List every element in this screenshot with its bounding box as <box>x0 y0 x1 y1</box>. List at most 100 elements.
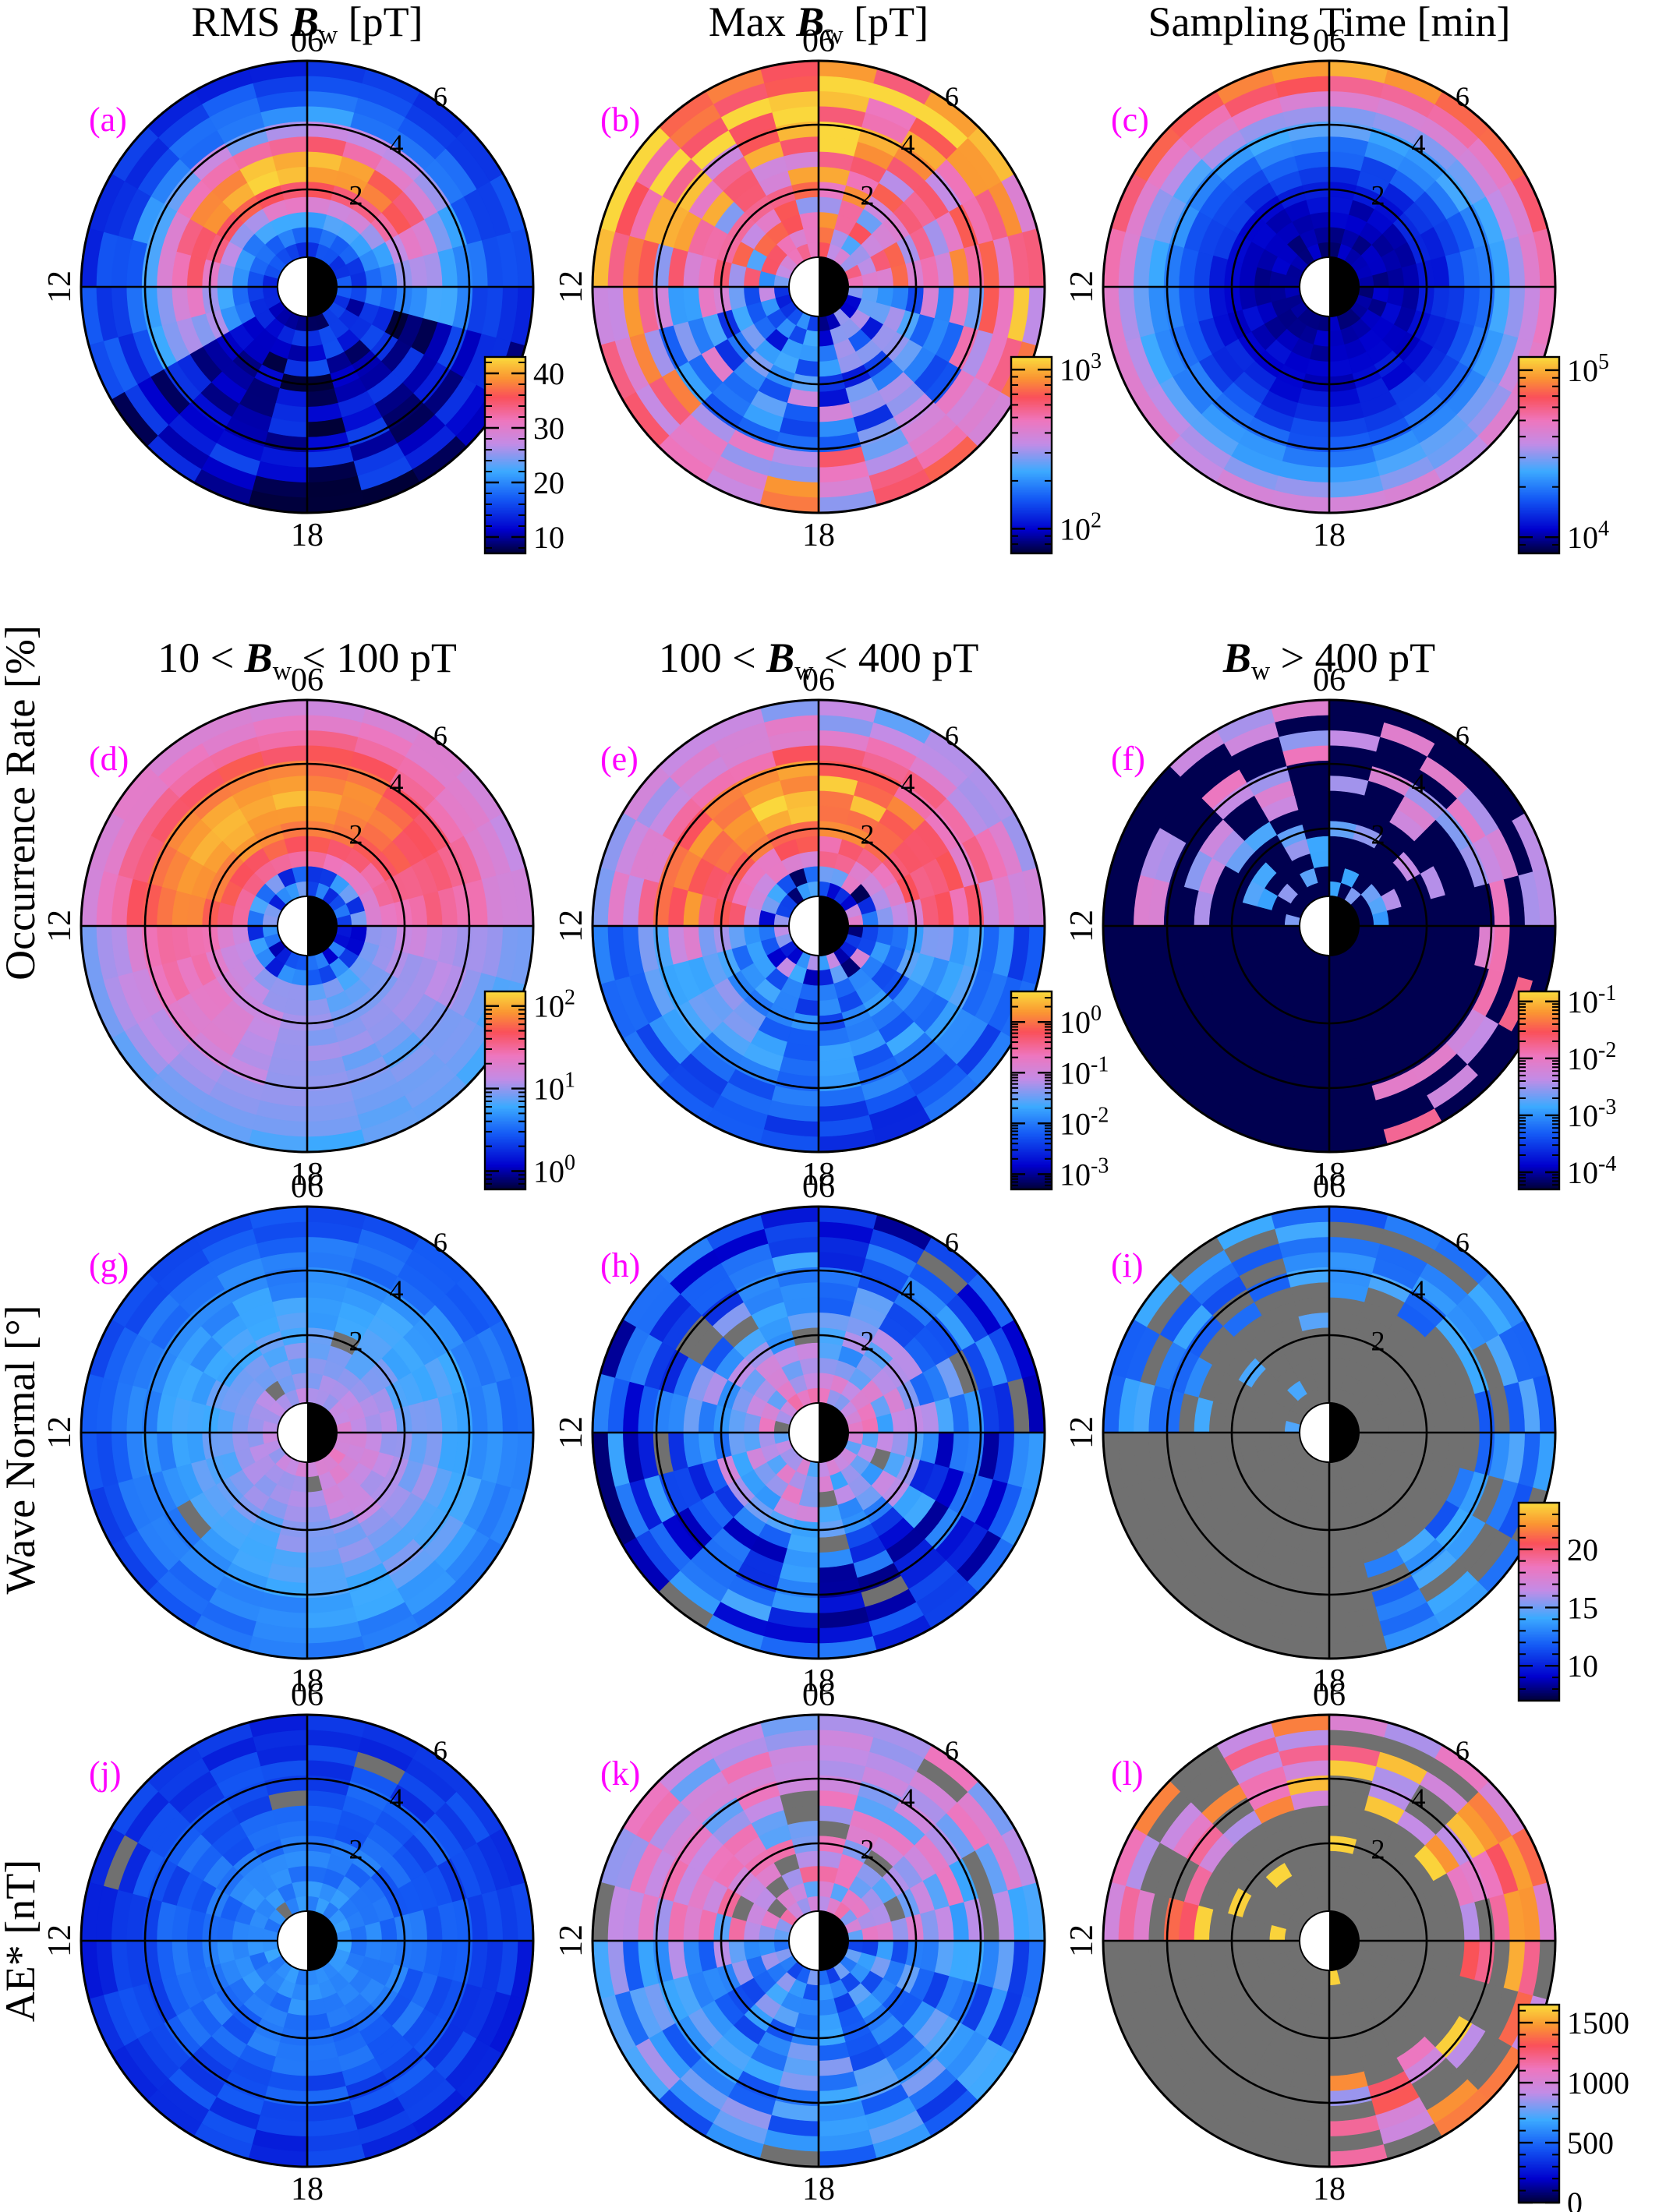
mlt-label-06: 06 <box>1313 23 1346 59</box>
colorbar-tick-label: 20 <box>533 465 564 500</box>
colorbar-tick-label: 102 <box>533 986 575 1024</box>
l-shell-label: 2 <box>348 180 363 211</box>
l-shell-label: 6 <box>433 720 447 751</box>
mlt-label-12: 12 <box>554 1416 589 1449</box>
l-shell-label: 4 <box>900 1274 914 1306</box>
l-shell-label: 2 <box>860 819 874 850</box>
occurrence-title: 100 < Bw < 400 pT <box>659 634 979 686</box>
polar-panel-j <box>80 1713 535 2168</box>
l-shell-label: 4 <box>389 1783 403 1814</box>
l-shell-label: 6 <box>433 1735 447 1766</box>
l-shell-label: 4 <box>1411 1274 1425 1306</box>
l-shell-label: 6 <box>945 81 959 112</box>
panel-label: (h) <box>600 1246 640 1284</box>
mlt-label-18: 18 <box>1313 1157 1346 1193</box>
panel-label: (l) <box>1111 1754 1144 1793</box>
panel-label: (j) <box>89 1754 122 1793</box>
earth-night-side <box>819 257 848 316</box>
l-shell-label: 4 <box>1411 129 1425 160</box>
polar-panel-b <box>591 59 1046 514</box>
l-shell-label: 2 <box>860 1834 874 1865</box>
polar-panel-e <box>591 698 1046 1154</box>
l-shell-label: 2 <box>1371 819 1385 850</box>
panel-label: (k) <box>600 1754 640 1793</box>
mlt-label-12: 12 <box>554 270 589 303</box>
row-label: Wave Normal [°] <box>0 1305 44 1594</box>
earth-night-side <box>819 1403 848 1462</box>
polar-panel-d <box>80 698 535 1154</box>
polar-panel-g <box>80 1205 535 1660</box>
mlt-label-06: 06 <box>802 1169 835 1205</box>
l-shell-label: 2 <box>860 1326 874 1357</box>
mlt-label-06: 06 <box>291 1677 324 1713</box>
mlt-label-18: 18 <box>1313 1663 1346 1699</box>
earth-night-side <box>307 896 337 956</box>
l-shell-label: 6 <box>433 81 447 112</box>
l-shell-label: 4 <box>1411 1783 1425 1814</box>
l-shell-label: 4 <box>900 129 914 160</box>
polar-panel-l <box>1102 1713 1557 2168</box>
colorbar-tick-label: 102 <box>1059 508 1102 546</box>
l-shell-label: 4 <box>389 1274 403 1306</box>
mlt-label-18: 18 <box>802 518 835 553</box>
l-shell-label: 6 <box>1456 81 1470 112</box>
earth-night-side <box>1329 257 1359 316</box>
mlt-label-12: 12 <box>554 1924 589 1957</box>
mlt-label-06: 06 <box>1313 1677 1346 1713</box>
l-shell-label: 6 <box>1456 1735 1470 1766</box>
mlt-label-06: 06 <box>291 23 324 59</box>
mlt-label-18: 18 <box>802 1157 835 1193</box>
colorbar-tick-label: 10-1 <box>1059 1052 1109 1090</box>
mlt-label-18: 18 <box>291 518 324 553</box>
panel-label: (c) <box>1111 101 1149 139</box>
l-shell-label: 6 <box>1456 720 1470 751</box>
mlt-label-18: 18 <box>291 2171 324 2207</box>
mlt-label-06: 06 <box>802 23 835 59</box>
earth-night-side <box>1329 1403 1359 1462</box>
mlt-label-18: 18 <box>1313 518 1346 553</box>
l-shell-label: 6 <box>945 1227 959 1258</box>
mlt-label-12: 12 <box>554 910 589 942</box>
panel-label: (f) <box>1111 740 1145 778</box>
mlt-label-06: 06 <box>802 1677 835 1713</box>
colorbar-b: 102 103 <box>1010 349 1102 555</box>
mlt-label-06: 06 <box>291 663 324 698</box>
l-shell-label: 4 <box>1411 768 1425 799</box>
l-shell-label: 2 <box>1371 1326 1385 1357</box>
polar-panel-f <box>1102 698 1557 1154</box>
column-title: Max Bw [pT] <box>709 0 929 50</box>
polar-panel-k <box>591 1713 1046 2168</box>
mlt-label-12: 12 <box>1064 1924 1100 1957</box>
colorbar-tick-label: 30 <box>533 411 564 446</box>
earth-night-side <box>307 1403 337 1462</box>
mlt-label-12: 12 <box>42 270 78 303</box>
row-label: Occurrence Rate [%] <box>0 625 44 981</box>
colorbar-tick-label: 103 <box>1059 349 1102 387</box>
colorbar-tick-label: 100 <box>533 1151 575 1189</box>
mlt-label-12: 12 <box>42 910 78 942</box>
earth-night-side <box>307 1911 337 1970</box>
colorbar-tick-label: 104 <box>1567 517 1609 555</box>
mlt-label-06: 06 <box>291 1169 324 1205</box>
mlt-label-18: 18 <box>802 1663 835 1699</box>
row-label: AE* [nT] <box>0 1860 44 2022</box>
panel-label: (b) <box>600 101 640 139</box>
panel-label: (i) <box>1111 1246 1144 1284</box>
colorbar-tick-label: 10-3 <box>1059 1154 1109 1192</box>
polar-panel-i <box>1102 1205 1557 1660</box>
colorbar-tick-label: 10-2 <box>1059 1103 1109 1141</box>
l-shell-label: 2 <box>348 819 363 850</box>
panel-label: (g) <box>89 1246 129 1284</box>
mlt-label-12: 12 <box>1064 1416 1100 1449</box>
mlt-label-06: 06 <box>1313 1169 1346 1205</box>
l-shell-label: 4 <box>389 129 403 160</box>
mlt-label-06: 06 <box>1313 663 1346 698</box>
column-title: RMS Bw [pT] <box>191 0 423 50</box>
l-shell-label: 6 <box>1456 1227 1470 1258</box>
earth-night-side <box>307 257 337 316</box>
polar-panel-c <box>1102 59 1557 514</box>
